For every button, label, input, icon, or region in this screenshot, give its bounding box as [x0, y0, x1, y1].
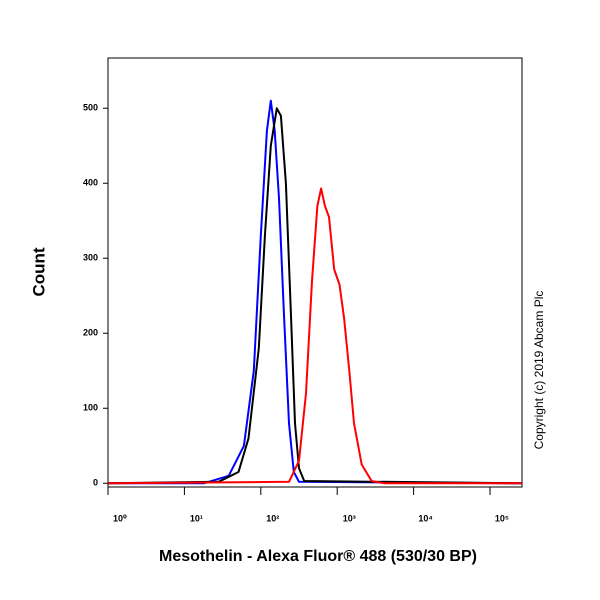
y-tick-label: 0 [93, 478, 98, 488]
histogram-line [108, 99, 523, 485]
histogram-line [107, 107, 523, 485]
y-tick-label: 400 [83, 178, 98, 188]
x-axis-label: Mesothelin - Alexa Fluor® 488 (530/30 BP… [159, 548, 477, 565]
y-axis-label: Count [29, 247, 48, 296]
x-tick-label: 10⁰ [113, 513, 127, 523]
x-tick-label: 10³ [343, 513, 356, 523]
x-tick-label: 10¹ [190, 513, 203, 523]
x-tick-label: 10⁴ [418, 513, 432, 523]
y-tick-label: 100 [83, 403, 98, 413]
x-tick-label: 10² [266, 513, 279, 523]
histogram-line [107, 187, 522, 485]
x-tick-label: 10⁵ [495, 513, 509, 523]
y-tick-label: 500 [83, 103, 98, 113]
y-tick-label: 200 [83, 328, 98, 338]
y-tick-label: 300 [83, 253, 98, 263]
copyright: Copyright (c) 2019 Abcam Plc [532, 291, 546, 450]
plot-frame [107, 57, 523, 488]
